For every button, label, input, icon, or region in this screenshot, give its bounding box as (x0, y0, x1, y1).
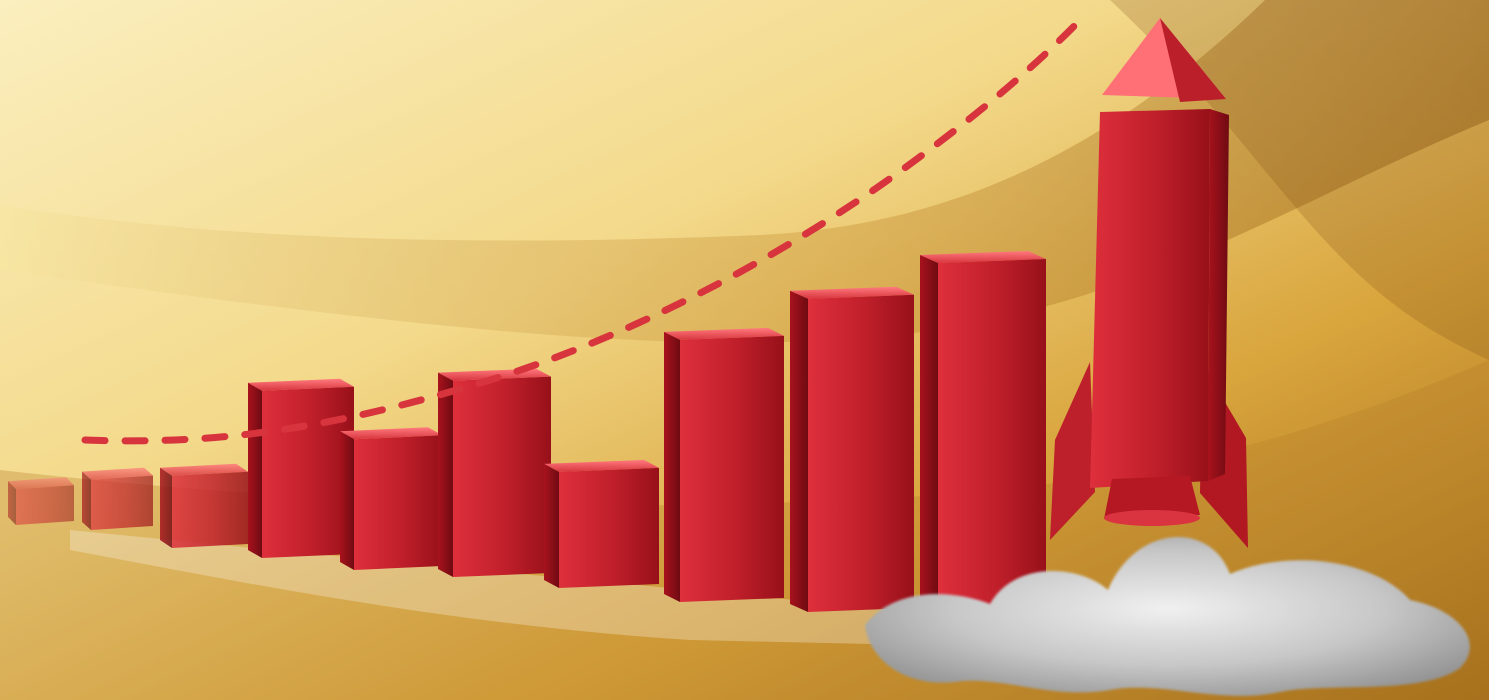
bar-top-10 (920, 251, 1046, 263)
bar-top-8 (664, 327, 784, 340)
bar-left-side-8 (664, 331, 680, 602)
bar-top-2 (82, 467, 153, 480)
rocket-body-side (1208, 109, 1229, 481)
bar-group (8, 251, 1046, 620)
bar-left-side-1 (8, 481, 16, 525)
bar-left-side-2 (82, 471, 91, 530)
bar-left-side-10 (920, 255, 938, 620)
bar-top-4 (248, 378, 354, 391)
bar-top-1 (8, 477, 74, 490)
bar-front-5 (354, 435, 442, 570)
bar-left-side-7 (544, 463, 559, 588)
bar-top-9 (790, 286, 914, 299)
rocket-nozzle-opening (1104, 510, 1200, 526)
bar-front-3 (172, 471, 248, 548)
bar-left-side-6 (438, 372, 453, 577)
rocket-body-front (1090, 109, 1210, 488)
bar-front-7 (559, 467, 659, 588)
rocket-nozzle (1104, 476, 1200, 519)
bar-left-side-9 (790, 290, 808, 612)
rocket-nose-shade (1160, 18, 1226, 102)
rocket-exhaust-smoke (865, 537, 1470, 696)
bar-top-3 (160, 463, 248, 476)
growth-curve (81, 11, 1089, 445)
bar-front-9 (808, 294, 914, 612)
bar-front-1 (16, 485, 74, 525)
bar-left-side-4 (248, 382, 262, 558)
rocket-fin-left (1050, 362, 1095, 540)
bar-front-10 (938, 259, 1046, 620)
bar-top-7 (544, 459, 659, 472)
bar-top-5 (340, 427, 442, 440)
rocket (865, 18, 1470, 696)
bar-left-side-5 (340, 431, 354, 570)
bar-front-8 (680, 335, 784, 602)
bar-left-side-3 (160, 467, 172, 548)
bar-front-2 (91, 475, 153, 530)
bar-front-6 (453, 376, 551, 577)
